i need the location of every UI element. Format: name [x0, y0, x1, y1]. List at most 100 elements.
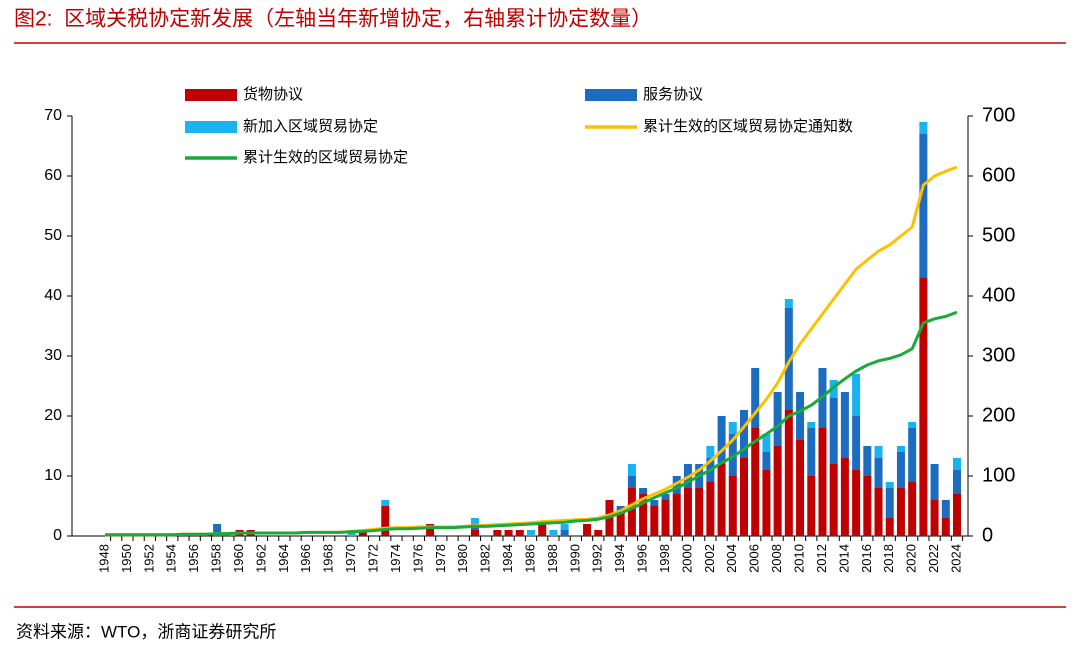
bar [426, 524, 435, 536]
bar [650, 506, 659, 536]
bar [515, 530, 524, 536]
bar [941, 500, 950, 518]
y2-tick-label: 200 [982, 404, 1015, 426]
bar [784, 299, 793, 308]
x-tick-label: 1952 [141, 544, 156, 573]
bar [941, 518, 950, 536]
legend-label: 累计生效的区域贸易协定 [243, 149, 408, 166]
bar [885, 488, 894, 518]
bar [807, 422, 816, 428]
bar [493, 530, 502, 536]
bar [829, 464, 838, 536]
bar [896, 452, 905, 488]
bar [762, 434, 771, 452]
bar [639, 494, 648, 536]
legend-label: 服务协议 [643, 86, 703, 103]
bar [213, 524, 222, 536]
bar [728, 422, 737, 434]
bar [773, 392, 782, 446]
x-tick-label: 1986 [522, 544, 537, 573]
y2-tick-label: 400 [982, 284, 1015, 306]
x-tick-label: 2010 [791, 544, 806, 573]
x-tick-label: 1966 [298, 544, 313, 573]
bar [953, 458, 961, 470]
bar [751, 368, 760, 428]
bar [896, 446, 905, 452]
source: 资料来源：WTO，浙商证券研究所 [16, 622, 276, 641]
y-tick-label: 10 [44, 467, 62, 484]
bar [740, 458, 748, 536]
bar [751, 428, 760, 536]
y-tick-label: 30 [44, 347, 62, 364]
bar [560, 524, 569, 530]
x-tick-label: 1990 [567, 544, 582, 573]
bar [527, 530, 535, 536]
bar [908, 428, 917, 482]
x-tick-label: 2020 [904, 544, 919, 573]
legend-label: 累计生效的区域贸易协定通知数 [643, 118, 853, 135]
bar [953, 470, 961, 494]
line-series [105, 310, 958, 537]
bar [661, 494, 670, 500]
y2-tick-label: 0 [982, 524, 993, 546]
y2-tick-label: 100 [982, 464, 1015, 486]
x-tick-label: 1956 [186, 544, 201, 573]
y2-tick-label: 600 [982, 164, 1015, 186]
bar [627, 476, 636, 488]
x-tick-label: 1954 [164, 544, 179, 573]
x-tick-label: 1950 [119, 544, 134, 573]
bar [381, 500, 390, 506]
x-tick-label: 1996 [635, 544, 650, 573]
bar [358, 530, 367, 536]
bar [784, 308, 793, 410]
x-tick-label: 1994 [612, 544, 627, 573]
bar [852, 416, 861, 470]
bar [930, 464, 939, 500]
x-tick-label: 2002 [702, 544, 717, 573]
bar [885, 518, 894, 536]
y-tick-label: 20 [44, 407, 62, 424]
y2-tick-label: 300 [982, 344, 1015, 366]
x-tick-label: 2024 [948, 544, 963, 573]
bar [852, 470, 861, 536]
bar [908, 422, 917, 428]
bar [908, 482, 917, 536]
bar [616, 512, 625, 536]
legend-label: 新加入区域贸易协定 [243, 118, 378, 135]
bar [740, 410, 748, 458]
bar [773, 446, 782, 536]
x-tick-label: 1960 [231, 544, 246, 573]
y-tick-label: 60 [44, 167, 62, 184]
x-tick-label: 2016 [859, 544, 874, 573]
bar [560, 530, 569, 536]
bar [706, 446, 715, 458]
bar [762, 452, 771, 470]
bar [661, 500, 670, 536]
x-tick-label: 1988 [545, 544, 560, 573]
line-series [105, 165, 958, 537]
x-tick-label: 1998 [657, 544, 672, 573]
x-tick-label: 1974 [388, 544, 403, 573]
x-tick-label: 1978 [433, 544, 448, 573]
x-tick-label: 1964 [276, 544, 291, 573]
y-tick-label: 40 [44, 287, 62, 304]
bar [818, 428, 827, 536]
bar [762, 470, 771, 536]
y2-tick-label: 700 [982, 104, 1015, 126]
bar [930, 500, 939, 536]
bar [852, 374, 861, 416]
bar [807, 428, 816, 476]
bar [706, 482, 715, 536]
bar [953, 494, 961, 536]
x-tick-label: 2008 [769, 544, 784, 573]
x-tick-label: 2014 [836, 544, 851, 573]
bar [874, 488, 883, 536]
bar [840, 458, 849, 536]
bar [627, 488, 636, 536]
bar [840, 392, 849, 458]
bar [728, 476, 737, 536]
bar [919, 134, 928, 278]
x-tick-label: 1948 [96, 544, 111, 573]
bar [583, 524, 592, 536]
